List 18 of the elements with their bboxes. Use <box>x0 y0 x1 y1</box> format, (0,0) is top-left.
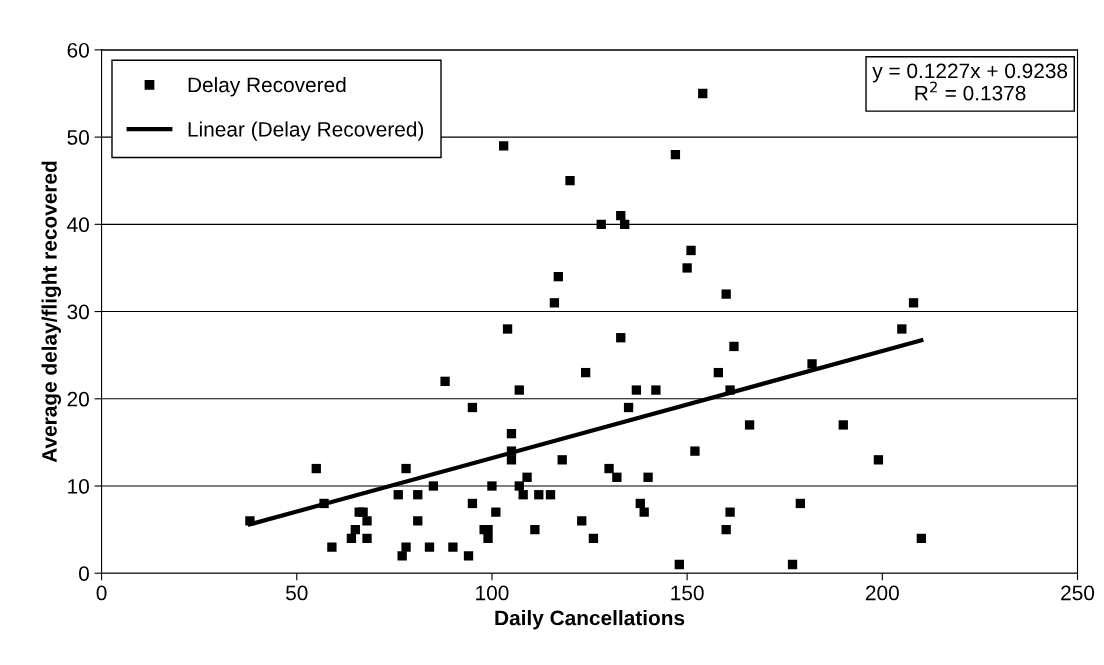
y-tick-label: 50 <box>67 130 89 145</box>
x-axis-title: Daily Cancellations <box>495 610 685 630</box>
legend-label: Linear (Delay Recovered) <box>188 121 424 141</box>
x-tick-label: 100 <box>476 585 509 601</box>
y-tick-label: 60 <box>67 42 89 58</box>
y-tick-label: 10 <box>68 479 89 494</box>
x-tick-label: 150 <box>671 585 704 601</box>
x-tick-label: 0 <box>96 585 107 601</box>
x-tick-label: 250 <box>1061 585 1095 601</box>
y-tick-label: 30 <box>67 304 89 320</box>
x-tick-label: 200 <box>865 585 899 601</box>
annotation: y = 0.1227x + 0.9238 R$^{2}$ = 0.1378 <box>872 63 1068 101</box>
y-tick-label: 0 <box>78 566 89 581</box>
y-axis-title: Average delay/flight recovered <box>41 161 62 463</box>
y-tick-label: 40 <box>67 217 89 233</box>
y-tick-label: 20 <box>67 391 89 407</box>
legend-label: Delay Recovered <box>188 76 346 97</box>
x-tick-label: 50 <box>286 585 308 601</box>
